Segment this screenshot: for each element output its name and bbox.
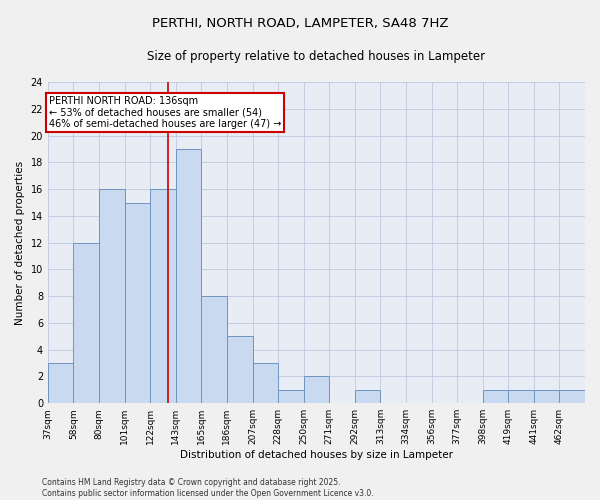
Text: PERTHI, NORTH ROAD, LAMPETER, SA48 7HZ: PERTHI, NORTH ROAD, LAMPETER, SA48 7HZ — [152, 18, 448, 30]
Bar — [253, 363, 278, 403]
Text: PERTHI NORTH ROAD: 136sqm
← 53% of detached houses are smaller (54)
46% of semi-: PERTHI NORTH ROAD: 136sqm ← 53% of detac… — [49, 96, 281, 129]
Bar — [99, 189, 125, 403]
Bar — [355, 390, 380, 403]
Bar — [278, 390, 304, 403]
X-axis label: Distribution of detached houses by size in Lampeter: Distribution of detached houses by size … — [180, 450, 453, 460]
Title: Size of property relative to detached houses in Lampeter: Size of property relative to detached ho… — [148, 50, 485, 63]
Bar — [73, 242, 99, 403]
Bar — [48, 363, 73, 403]
Bar — [227, 336, 253, 403]
Bar — [304, 376, 329, 403]
Text: Contains HM Land Registry data © Crown copyright and database right 2025.
Contai: Contains HM Land Registry data © Crown c… — [42, 478, 374, 498]
Bar — [482, 390, 508, 403]
Bar — [508, 390, 534, 403]
Bar — [202, 296, 227, 403]
Bar — [125, 202, 150, 403]
Bar — [150, 189, 176, 403]
Bar — [534, 390, 559, 403]
Bar — [559, 390, 585, 403]
Bar — [176, 149, 202, 403]
Y-axis label: Number of detached properties: Number of detached properties — [15, 160, 25, 325]
